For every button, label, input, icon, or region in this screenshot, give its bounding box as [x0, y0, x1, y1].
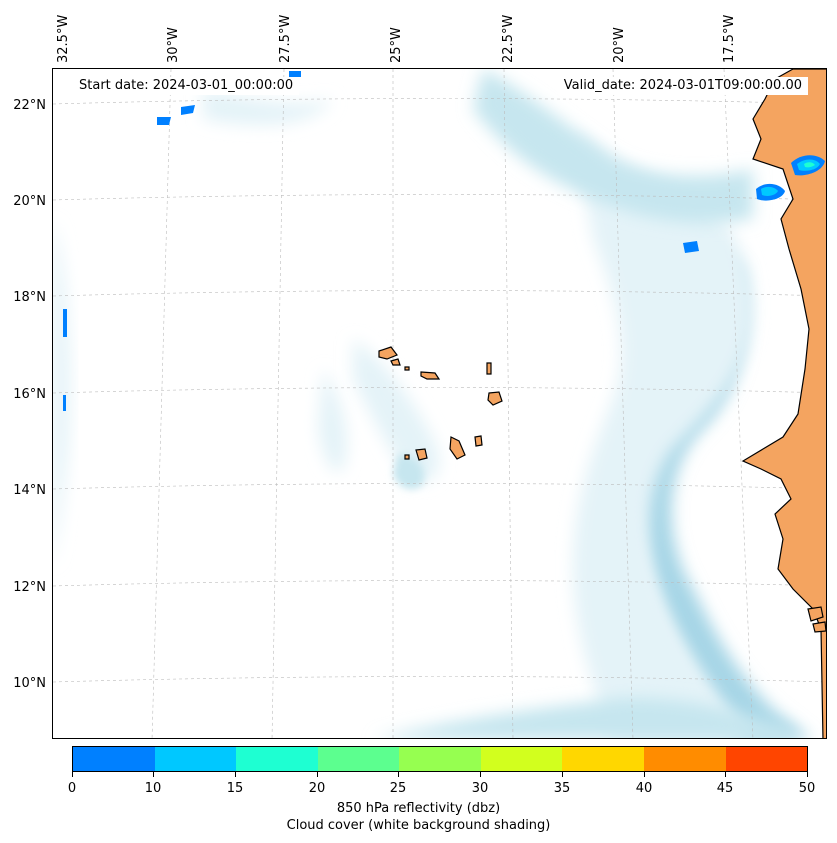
cloud-central-streak — [353, 339, 440, 482]
lon-label-30w: 30°W — [166, 27, 181, 63]
bijagos-islands — [807, 606, 824, 622]
colorbar-tick-label-35: 35 — [553, 781, 571, 796]
colorbar-tick-label-30: 30 — [471, 781, 489, 796]
colorbar-sublabel: Cloud cover (white background shading) — [286, 818, 551, 833]
colorbar-tick-10 — [153, 772, 154, 777]
cloud-bottom-band — [380, 698, 793, 738]
colorbar-tick-50 — [807, 772, 808, 777]
lat-label-16n: 16°N — [13, 387, 46, 402]
lon-label-17-5w: 17.5°W — [722, 14, 737, 63]
colorbar-tick-label-10: 10 — [144, 781, 162, 796]
colorbar-tick-label-40: 40 — [635, 781, 653, 796]
mauritania-coast — [741, 69, 826, 738]
start-date-label: Start date: 2024-03-01_00:00:00 — [73, 77, 300, 95]
parallel-16n — [53, 387, 826, 394]
cloud-sw-streak — [318, 369, 347, 472]
meridian-27-5w — [271, 69, 285, 738]
lat-label-14n: 14°N — [13, 483, 46, 498]
colorbar-tick-20 — [317, 772, 318, 777]
land-west-africa — [741, 69, 826, 738]
lon-label-22-5w: 22.5°W — [501, 14, 516, 63]
colorbar-segment-5 — [480, 747, 563, 771]
colorbar-tick-45 — [725, 772, 726, 777]
cloud-north-patch — [203, 89, 333, 125]
lon-label-20w: 20°W — [612, 27, 627, 63]
graticule — [53, 69, 826, 738]
colorbar-label: 850 hPa reflectivity (dbz) — [336, 801, 501, 816]
island-brava — [404, 454, 410, 460]
colorbar-segment-3 — [317, 747, 400, 771]
colorbar-tick-30 — [480, 772, 481, 777]
senegal-island — [812, 621, 826, 633]
refl-cell-mid — [683, 241, 699, 253]
meridian-30w — [151, 69, 172, 738]
colorbar-tick-label-20: 20 — [308, 781, 326, 796]
colorbar-segment-6 — [562, 747, 644, 771]
colorbar-tick-label-15: 15 — [226, 781, 244, 796]
cape-verde-islands — [378, 346, 503, 461]
colorbar-segment-0 — [73, 747, 155, 771]
colorbar-segment-7 — [643, 747, 726, 771]
map-canvas[interactable] — [53, 69, 827, 739]
lat-label-10n: 10°N — [13, 676, 46, 691]
cloud-south-island — [393, 454, 425, 490]
island-boa-vista — [487, 391, 503, 406]
colorbar-tick-35 — [562, 772, 563, 777]
colorbar-segment-1 — [154, 747, 237, 771]
meridian-17-5w — [723, 69, 754, 738]
reflectivity-colorbar — [72, 746, 808, 772]
colorbar-tick-label-45: 45 — [716, 781, 734, 796]
colorbar-segment-4 — [399, 747, 481, 771]
island-sao-nicolau — [420, 371, 441, 380]
lon-label-27-5w: 27.5°W — [278, 14, 293, 63]
refl-cell-west-1 — [63, 309, 67, 337]
lat-label-22n: 22°N — [13, 98, 46, 113]
colorbar-tick-15 — [235, 772, 236, 777]
colorbar-tick-label-25: 25 — [389, 781, 407, 796]
island-maio — [474, 435, 483, 447]
meridian-22-5w — [503, 69, 514, 738]
colorbar-segment-8 — [725, 747, 808, 771]
colorbar-tick-40 — [644, 772, 645, 777]
refl-cell-coast-1-core — [761, 186, 778, 196]
parallel-12n — [53, 580, 826, 587]
refl-cell-north-1 — [157, 117, 171, 125]
refl-cell-north-2 — [181, 105, 195, 115]
lat-label-18n: 18°N — [13, 290, 46, 305]
parallel-20n — [53, 194, 826, 201]
lat-label-12n: 12°N — [13, 580, 46, 595]
island-fogo — [415, 448, 428, 461]
refl-cell-west-2 — [63, 395, 66, 411]
valid-date-label: Valid_date: 2024-03-01T09:00:00.00 — [557, 77, 808, 95]
parallel-14n — [53, 483, 826, 490]
refl-cell-coast-2-peak — [804, 162, 815, 168]
map-panel[interactable]: Start date: 2024-03-01_00:00:00 Valid_da… — [52, 68, 827, 739]
lat-label-20n: 20°N — [13, 194, 46, 209]
parallel-22n — [53, 98, 826, 105]
reflectivity-cells — [63, 71, 825, 411]
lon-label-32-5w: 32.5°W — [56, 14, 71, 63]
colorbar-tick-label-50: 50 — [798, 781, 816, 796]
lon-label-25w: 25°W — [389, 27, 404, 63]
island-santo-antao — [378, 346, 398, 360]
island-santiago — [449, 436, 466, 460]
island-sao-vicente — [390, 358, 401, 366]
colorbar-tick-25 — [398, 772, 399, 777]
parallel-18n — [53, 290, 826, 297]
meridian-20w — [612, 69, 634, 738]
refl-cell-north-3 — [289, 71, 301, 77]
island-santa-luzia — [404, 366, 410, 371]
cloud-band-wide — [573, 129, 753, 738]
cloud-cover-shading — [53, 69, 811, 738]
cloud-west-edge — [53, 219, 70, 569]
colorbar-tick-0 — [72, 772, 73, 777]
cloud-north-streak — [473, 69, 753, 223]
colorbar-segment-2 — [236, 747, 318, 771]
colorbar-tick-label-0: 0 — [67, 781, 77, 796]
island-sal — [486, 362, 492, 375]
parallel-10n — [53, 676, 826, 683]
